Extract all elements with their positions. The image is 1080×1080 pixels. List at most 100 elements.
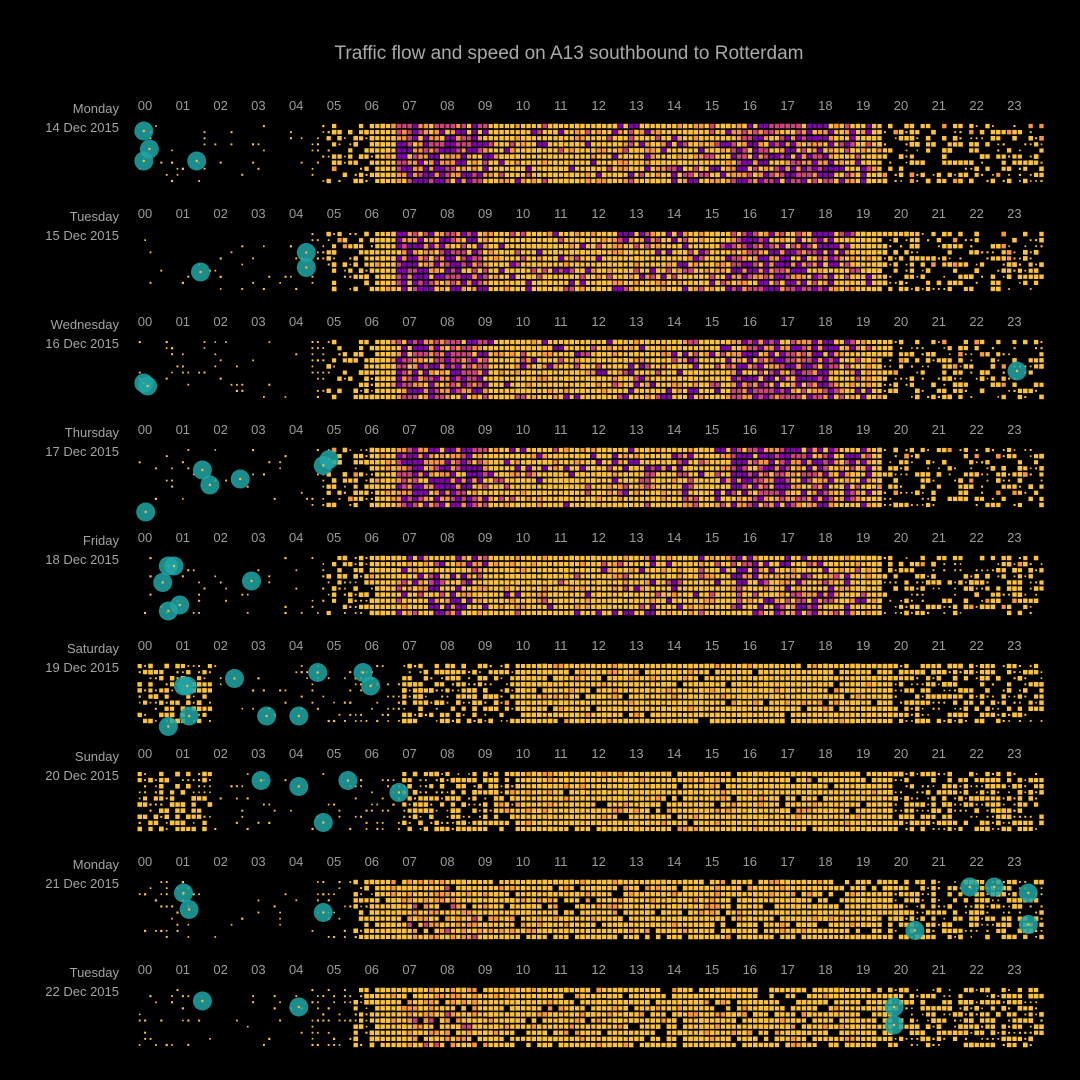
speed-cell [429,154,434,159]
speed-cell [688,352,693,357]
speed-cell [672,178,677,183]
speed-cell [796,370,801,375]
speed-cell [764,136,769,141]
speed-cell [958,388,963,393]
speed-cell [790,345,796,351]
speed-cell [807,346,812,351]
speed-cell [639,502,644,507]
speed-cell [515,339,520,345]
speed-cell [817,268,823,273]
speed-cell [796,238,801,243]
speed-cell [796,154,801,159]
speed-cell [866,256,871,261]
speed-cell [407,268,412,273]
speed-cell [515,231,520,237]
speed-cell [871,364,877,369]
speed-cell [871,376,877,381]
speed-cell [553,231,558,237]
speed-cell [375,447,380,453]
incident-marker-center [208,483,212,487]
speed-cell [639,244,645,249]
speed-cell [564,490,569,495]
speed-cell [504,345,510,351]
speed-cell [187,449,190,451]
speed-cell [466,256,472,261]
speed-cell [947,466,952,471]
speed-cell [736,154,742,159]
speed-cell [558,490,563,495]
speed-cell [375,148,380,153]
speed-cell [461,496,466,501]
speed-cell [553,340,558,345]
speed-cell [456,142,461,147]
speed-cell [877,166,882,171]
speed-cell [926,256,931,261]
speed-cell [591,382,596,387]
speed-cell [348,376,353,381]
speed-cell [580,160,585,165]
speed-cell [882,154,888,159]
speed-cell [607,244,612,249]
speed-cell [553,268,558,273]
speed-cell [445,274,450,279]
speed-cell [499,244,504,249]
speed-cell [439,478,445,483]
speed-cell [666,352,672,357]
speed-cell [358,453,364,459]
speed-cell [564,358,569,363]
speed-cell [504,460,510,465]
hour-tick-label: 05 [327,530,341,545]
speed-cell [558,166,564,172]
speed-cell [888,472,893,477]
speed-cell [927,395,930,398]
hour-tick-label: 13 [629,206,643,221]
speed-cell [494,274,499,279]
speed-cell [402,484,407,489]
speed-cell [774,339,780,345]
speed-cell [818,339,823,345]
speed-cell [839,231,844,237]
speed-cell [850,352,855,357]
speed-cell [413,286,418,292]
speed-cell [747,447,753,453]
speed-cell [672,346,677,351]
speed-cell [877,460,882,465]
speed-cell [418,148,423,153]
speed-cell [942,244,947,249]
speed-cell [954,467,956,470]
speed-cell [905,155,908,158]
speed-cell [1029,251,1032,254]
speed-cell [596,460,601,465]
speed-cell [753,160,758,165]
speed-cell [720,502,725,507]
speed-cell [515,453,521,459]
speed-cell [780,237,785,243]
speed-cell [618,123,623,129]
speed-cell [650,376,655,381]
speed-cell [688,172,693,178]
speed-cell [785,274,790,279]
speed-cell [958,478,963,483]
speed-cell [526,268,531,273]
hour-tick-label: 06 [365,98,379,113]
speed-cell [710,394,715,400]
speed-cell [434,172,439,177]
speed-cell [547,142,553,147]
speed-cell [380,280,385,286]
speed-cell [889,498,892,500]
speed-cell [672,376,677,381]
speed-cell [504,370,509,375]
speed-cell [904,231,909,237]
speed-cell [947,148,953,153]
speed-cell [407,388,412,394]
speed-cell [807,280,812,286]
speed-cell [236,383,238,386]
speed-cell [731,280,736,286]
speed-cell [861,339,866,345]
speed-cell [683,388,688,393]
speed-cell [499,346,504,351]
speed-cell [607,376,612,381]
speed-cell [823,166,828,171]
speed-cell [461,466,466,471]
speed-cell [466,274,472,279]
